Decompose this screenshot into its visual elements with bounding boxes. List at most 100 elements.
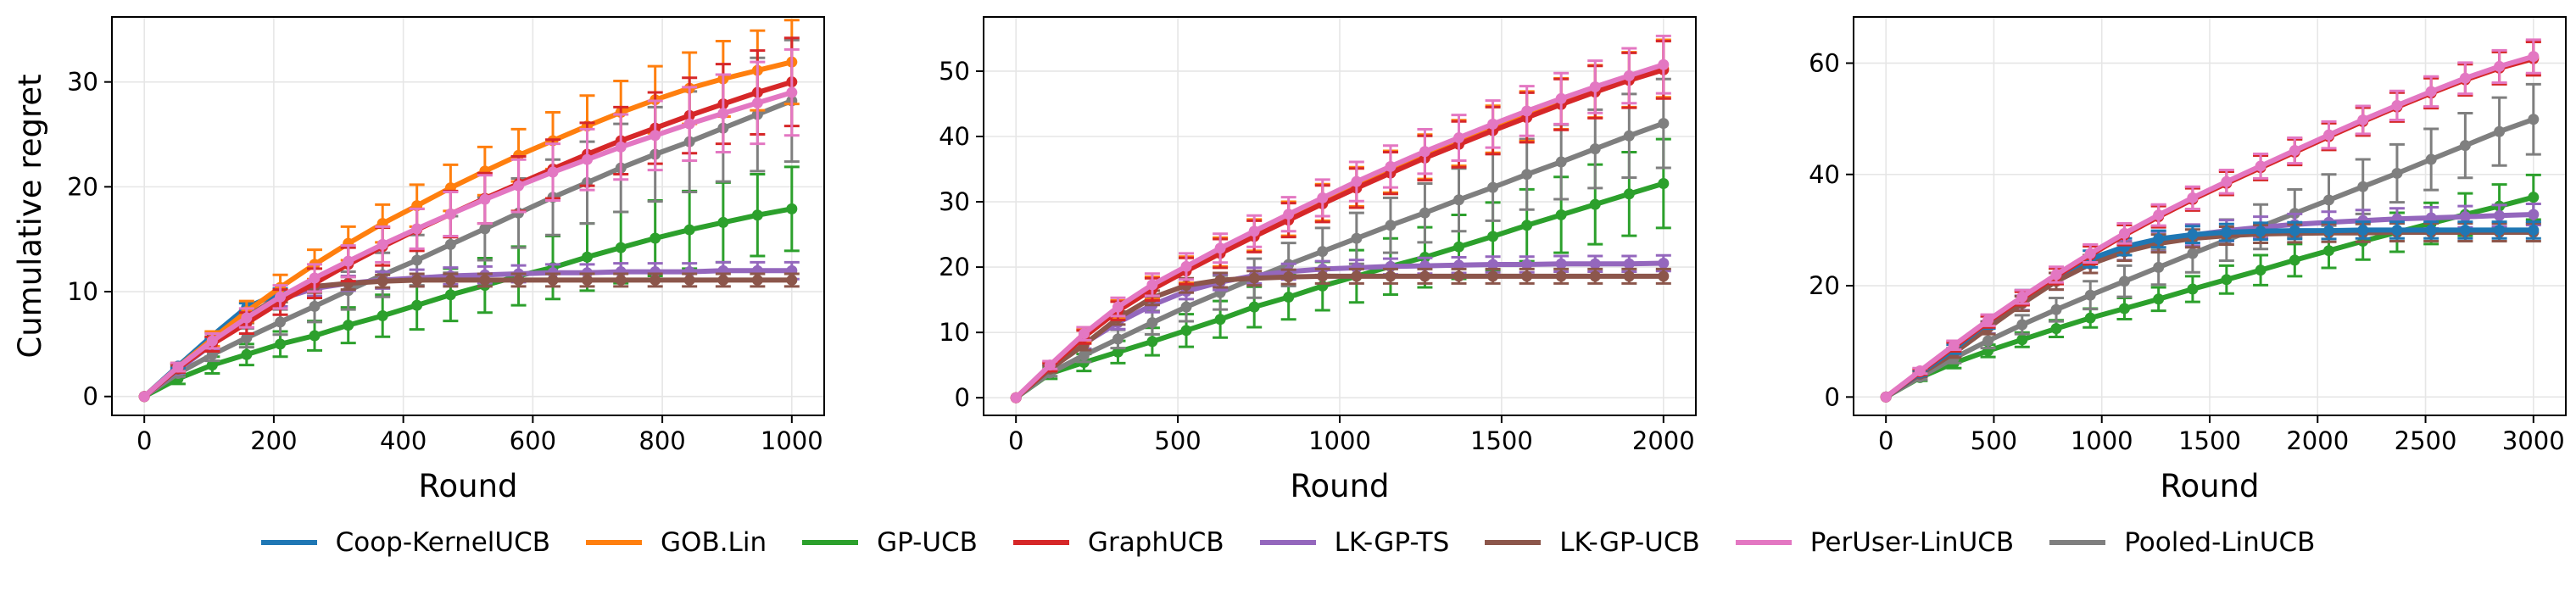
legend-item-lk-gp-ucb: LK-GP-UCB [1485, 527, 1700, 558]
legend-label: GP-UCB [877, 527, 978, 558]
data-point [206, 359, 218, 371]
data-point [2459, 72, 2471, 84]
y-tick-label: 30 [939, 187, 970, 216]
y-tick-label: 60 [1809, 48, 1840, 77]
legend-label: PerUser-LinUCB [1809, 527, 2015, 558]
data-point [2494, 60, 2506, 72]
data-point [275, 338, 287, 350]
y-tick-label: 20 [939, 253, 970, 281]
data-point [1146, 336, 1158, 348]
legend-label: LK-GP-UCB [1559, 527, 1700, 558]
series-peruser-linucb [1010, 34, 1671, 404]
data-point [1180, 325, 1192, 337]
data-point [1623, 130, 1635, 142]
data-point [717, 108, 729, 120]
data-point [1658, 118, 1670, 130]
data-point [1948, 339, 1960, 351]
y-tick-label: 10 [67, 277, 98, 306]
data-point [2016, 319, 2028, 331]
data-point [513, 274, 525, 286]
data-point [343, 255, 354, 267]
y-tick-label: 0 [83, 382, 98, 411]
data-point [138, 391, 150, 403]
series-lk-gp-ts [138, 260, 800, 403]
data-point [2255, 264, 2267, 276]
legend-label: GraphUCB [1087, 527, 1224, 558]
data-point [2289, 145, 2300, 157]
data-point [2357, 114, 2369, 125]
data-point [241, 348, 253, 360]
data-point [1214, 314, 1226, 326]
data-point [309, 272, 321, 284]
data-point [1623, 188, 1635, 200]
data-point [1555, 258, 1567, 270]
data-point [2528, 192, 2540, 203]
y-tick-label: 50 [939, 57, 970, 86]
data-point [2391, 99, 2403, 111]
data-point [1589, 81, 1601, 92]
data-point [2391, 167, 2403, 179]
legend-swatch [1012, 540, 1069, 545]
y-tick-label: 40 [1809, 160, 1840, 189]
legend-item-lk-gp-ts: LK-GP-TS [1259, 527, 1449, 558]
x-tick-label: 1000 [761, 426, 823, 455]
data-point [1487, 231, 1499, 242]
series-lk-gp-ucb [1880, 222, 2541, 403]
data-point [2289, 254, 2300, 266]
data-point [1453, 194, 1465, 206]
y-tick-label: 0 [955, 383, 970, 412]
legend-item-coop-kerneluCB: Coop-KernelUCB [260, 527, 550, 558]
series-pooled-linucb [138, 38, 800, 403]
data-point [1385, 160, 1397, 172]
data-point [683, 274, 695, 286]
data-point [172, 361, 184, 373]
data-point [2221, 175, 2233, 187]
data-point [411, 299, 423, 311]
data-point [547, 274, 559, 286]
data-point [615, 242, 627, 253]
data-point [2221, 274, 2233, 286]
data-point [1982, 335, 1994, 347]
x-tick-label: 1000 [1308, 426, 1371, 455]
series-pooled-linucb [1010, 77, 1671, 404]
data-point [1351, 270, 1363, 282]
data-point [411, 274, 423, 286]
data-point [1623, 70, 1635, 81]
data-point [2084, 289, 2096, 301]
data-point [1521, 270, 1533, 282]
data-point [2459, 140, 2471, 152]
data-point [2528, 209, 2540, 220]
panel-2: 0 500 1000 1500 2000 0 10 20 30 40 50 Round [939, 16, 1697, 504]
data-point [751, 97, 763, 109]
x-tick-label: 500 [1154, 426, 1201, 455]
data-point [2494, 224, 2506, 236]
series-line [1013, 273, 1666, 401]
data-point [1487, 259, 1499, 270]
data-point [1385, 270, 1397, 282]
data-point [683, 118, 695, 130]
data-point [1317, 270, 1329, 282]
data-point [2357, 224, 2369, 236]
y-tick-label: 20 [1809, 271, 1840, 300]
data-point [2528, 224, 2540, 236]
data-point [1317, 246, 1329, 258]
data-point [1555, 92, 1567, 104]
data-point [1146, 279, 1158, 291]
data-point [1010, 392, 1022, 404]
data-point [2153, 233, 2165, 245]
x-tick-label: 0 [1878, 426, 1893, 455]
data-point [786, 274, 798, 286]
legend-label: GOB.Lin [661, 527, 767, 558]
data-point [683, 224, 695, 236]
data-point [786, 203, 798, 214]
data-point [444, 238, 456, 250]
data-point [2153, 293, 2165, 305]
data-point [2187, 283, 2199, 295]
series-pooled-linucb [1880, 82, 2541, 403]
data-point [1487, 118, 1499, 130]
data-point [1078, 349, 1090, 361]
data-point [1982, 314, 1994, 326]
data-point [650, 274, 661, 286]
data-point [2016, 334, 2028, 346]
data-point [2494, 125, 2506, 137]
